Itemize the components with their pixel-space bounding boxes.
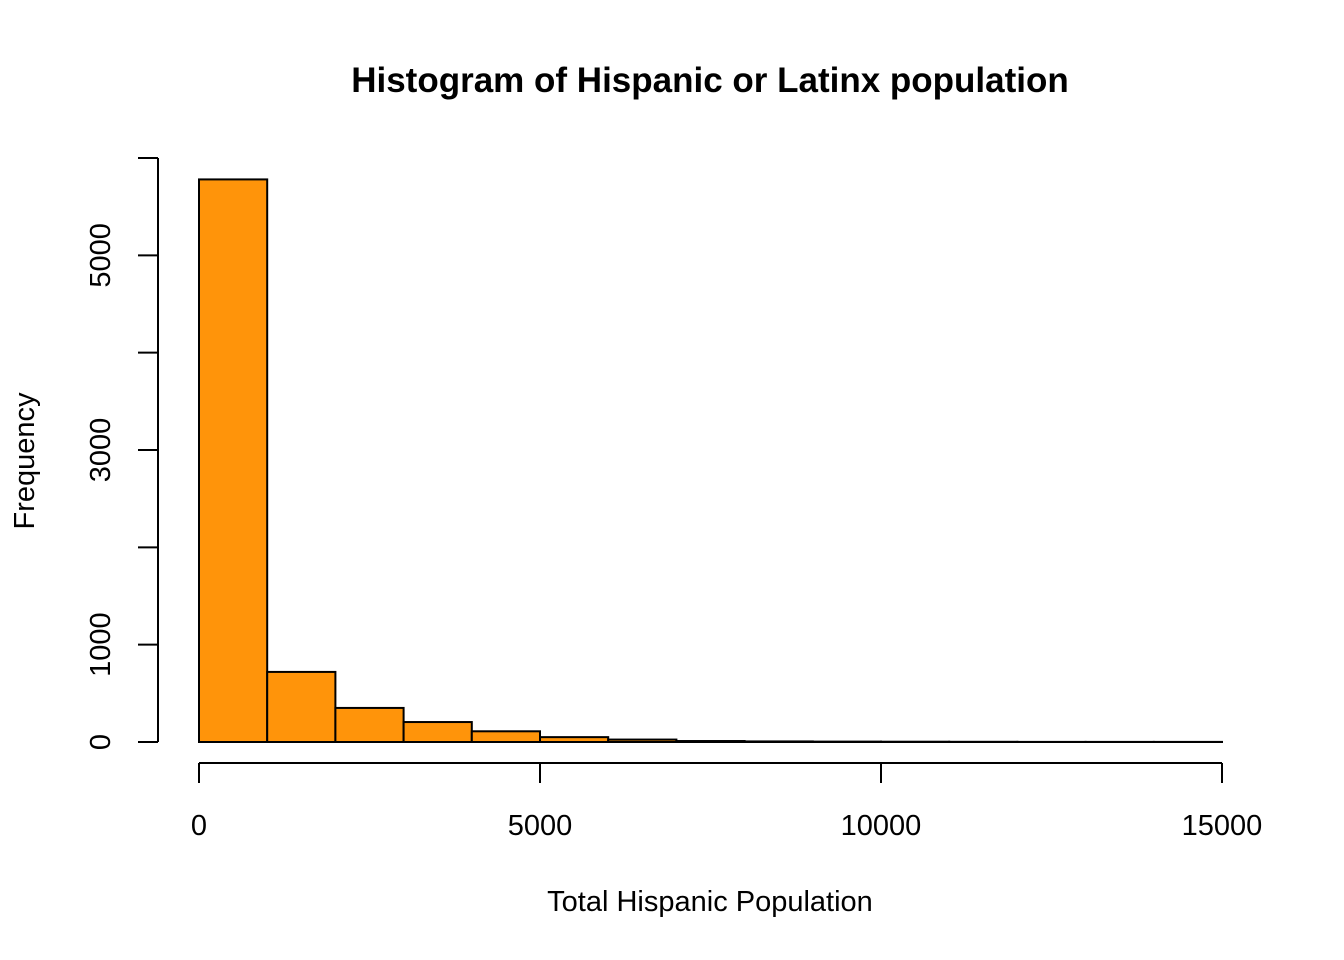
- histogram-bar: [334, 706, 405, 744]
- histogram-bar: [402, 721, 473, 744]
- y-tick-label: 0: [85, 734, 117, 750]
- y-axis-label: Frequency: [9, 392, 41, 530]
- y-tick-label: 3000: [85, 418, 117, 483]
- x-tick-label: 0: [191, 810, 207, 842]
- y-tick-label: 1000: [85, 612, 117, 677]
- histogram-bar: [607, 738, 678, 743]
- x-axis-label: Total Hispanic Population: [547, 886, 873, 918]
- histogram-bar: [675, 740, 746, 744]
- x-axis: 0 5000 10000 15000: [191, 762, 1263, 842]
- histogram-bar: [470, 730, 541, 744]
- y-tick-label: 5000: [85, 223, 117, 288]
- x-tick-label: 10000: [841, 810, 922, 842]
- x-tick-label: 5000: [508, 810, 573, 842]
- chart-title: Histogram of Hispanic or Latinx populati…: [351, 61, 1069, 100]
- histogram-bars: [198, 178, 1224, 744]
- histogram-bar: [743, 740, 814, 744]
- x-tick-label: 15000: [1182, 810, 1263, 842]
- histogram-bar: [266, 670, 337, 743]
- histogram-bar: [198, 178, 269, 743]
- histogram-bar: [539, 736, 610, 744]
- y-axis: 0 1000 3000 5000: [85, 157, 159, 750]
